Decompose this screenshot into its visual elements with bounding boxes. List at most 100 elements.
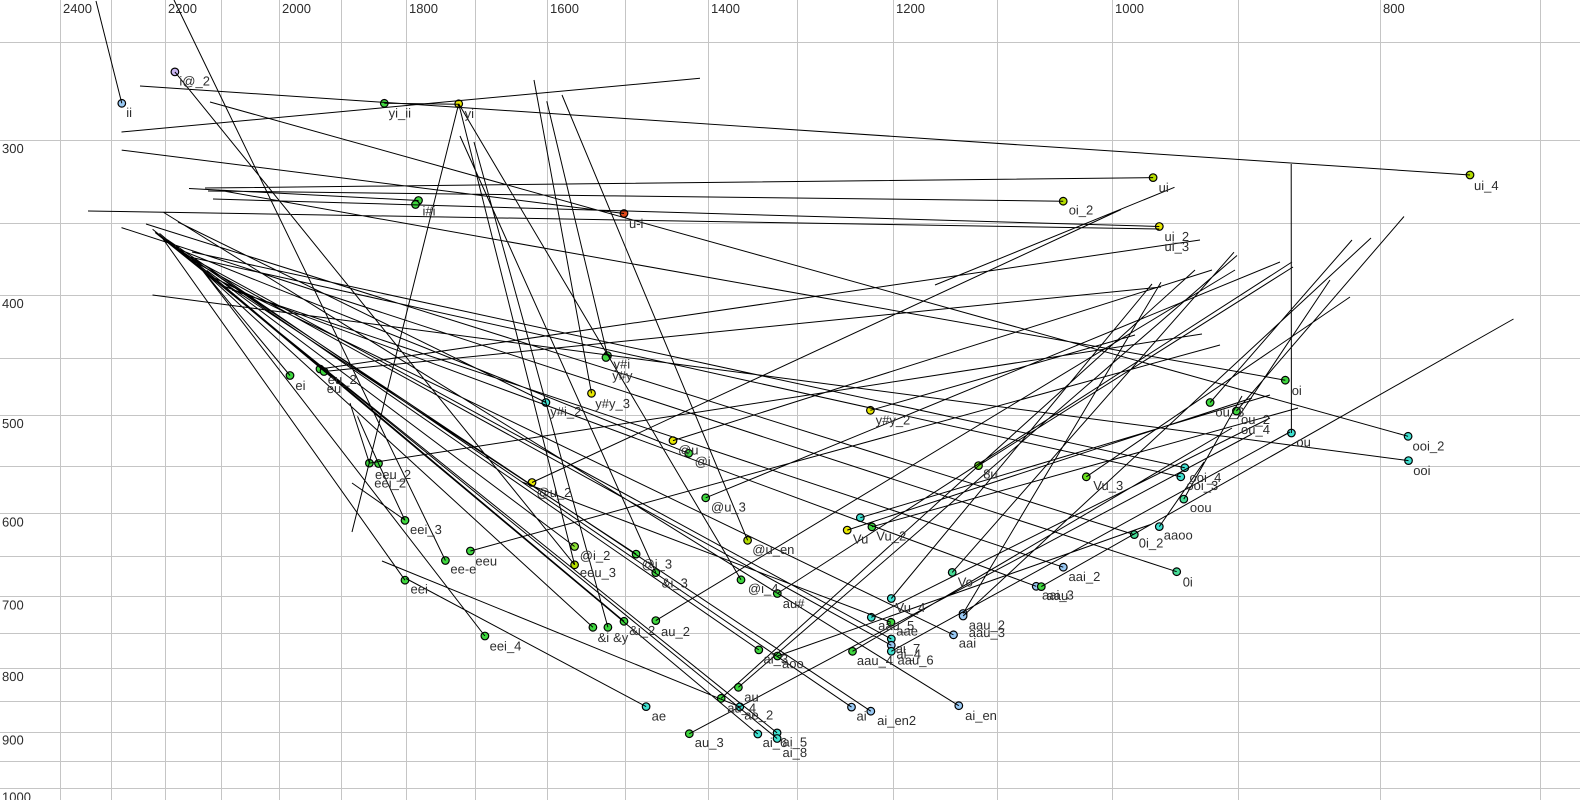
svg-text:ee-e: ee-e [450,561,476,576]
svg-text:2200: 2200 [168,1,197,16]
svg-text:yi: yi [465,106,475,121]
svg-text:eei_4: eei_4 [490,638,522,653]
svg-text:au: au [744,690,758,705]
svg-text:y#i_2: y#i_2 [550,404,581,419]
svg-text:&i_3: &i_3 [662,575,688,590]
svg-text:aau: aau [1047,588,1069,603]
svg-text:@i_3: @i_3 [642,556,673,571]
svg-text:aau_2: aau_2 [969,617,1005,632]
svg-text:900: 900 [2,733,24,748]
svg-text:ou_3: ou_3 [1215,405,1244,420]
svg-text:800: 800 [2,669,24,684]
svg-text:8u: 8u [983,467,997,482]
svg-text:0i: 0i [1183,574,1193,589]
svg-text:aau_4: aau_4 [857,653,893,668]
svg-text:ai_7: ai_7 [896,641,921,656]
svg-text:Vu_2: Vu_2 [876,529,906,544]
svg-text:ou: ou [1296,434,1310,449]
svg-text:500: 500 [2,416,24,431]
svg-text:1000: 1000 [2,789,31,800]
svg-text:2400: 2400 [63,1,92,16]
svg-text:eu_2: eu_2 [328,372,357,387]
svg-text:oou: oou [1190,500,1212,515]
svg-text:u-i: u-i [629,216,644,231]
svg-text:y#i: y#i [614,357,631,372]
svg-text:i#i: i#i [423,204,436,219]
svg-text:au_4: au_4 [727,701,756,716]
svg-text:800: 800 [1383,1,1405,16]
svg-text:@i: @i [695,454,711,469]
svg-text:ui_2: ui_2 [1165,229,1190,244]
svg-text:2000: 2000 [282,1,311,16]
svg-text:@i_4: @i_4 [748,581,779,596]
svg-text:y#y_3: y#y_3 [595,396,630,411]
svg-text:ooi_3: ooi_3 [1186,478,1218,493]
svg-text:au_2: au_2 [661,624,690,639]
svg-text:0i_2: 0i_2 [1139,535,1164,550]
svg-text:oi_2: oi_2 [1069,203,1094,218]
svg-text:au#: au# [783,596,805,611]
svg-text:300: 300 [2,141,24,156]
svg-text:1000: 1000 [1115,1,1144,16]
svg-text:ui_4: ui_4 [1474,178,1499,193]
svg-text:ou_2: ou_2 [1241,412,1270,427]
svg-text:ai_8: ai_8 [783,745,808,760]
svg-text:y#y: y#y [612,368,633,383]
svg-text:ai_5: ai_5 [783,734,808,749]
svg-text:ai: ai [857,709,867,724]
svg-text:ae: ae [652,709,666,724]
svg-text:Vu: Vu [853,532,868,547]
svg-text:400: 400 [2,296,24,311]
svg-text:ui_3: ui_3 [1165,239,1190,254]
svg-text:@u_en: @u_en [752,542,794,557]
svg-text:ooi_2: ooi_2 [1413,439,1445,454]
svg-text:&y: &y [613,630,629,645]
svg-text:aai_2: aai_2 [1069,569,1101,584]
svg-text:1600: 1600 [550,1,579,16]
svg-text:aau_3: aau_3 [969,625,1005,640]
svg-text:ai_en: ai_en [965,708,997,723]
svg-text:eeu_3: eeu_3 [580,565,616,580]
svg-text:ui: ui [1159,180,1169,195]
svg-text:Vu_4: Vu_4 [896,600,926,615]
svg-text:Vo: Vo [958,575,973,590]
svg-text:aai_3: aai_3 [1042,588,1074,603]
svg-text:oi: oi [1292,383,1302,398]
svg-text:ooi: ooi [1413,463,1430,478]
svg-text:eeu_2: eeu_2 [375,467,411,482]
svg-text:aai: aai [959,636,976,651]
svg-text:&i: &i [598,630,610,645]
svg-text:aau_5: aau_5 [878,618,914,633]
svg-text:eei_2: eei_2 [374,475,406,490]
svg-text:700: 700 [2,597,24,612]
svg-text:yi_ii: yi_ii [389,106,412,121]
svg-text:@u_3: @u_3 [711,500,746,515]
svg-text:ai_en2: ai_en2 [877,713,916,728]
svg-text:eeu: eeu [475,554,497,569]
svg-text:ai_6: ai_6 [763,735,788,750]
svg-text:Vu_3: Vu_3 [1093,478,1123,493]
svg-text:au_3: au_3 [695,735,724,750]
svg-text:@u: @u [678,443,698,458]
svg-text:ae_2: ae_2 [744,707,773,722]
svg-text:eu: eu [327,381,341,396]
svg-text:1200: 1200 [896,1,925,16]
svg-text:i@_2: i@_2 [179,73,210,88]
svg-text:aaoo: aaoo [1164,528,1193,543]
svg-text:ooi_4: ooi_4 [1190,470,1222,485]
svg-text:aoo: aoo [782,656,804,671]
svg-text:eei: eei [411,581,428,596]
svg-text:ai_4: ai_4 [896,646,921,661]
svg-text:&i_2: &i_2 [629,623,655,638]
svg-text:1400: 1400 [711,1,740,16]
svg-text:ai_3: ai_3 [764,652,789,667]
svg-text:ii: ii [126,105,132,120]
svg-text:ou_4: ou_4 [1241,422,1270,437]
svg-text:ei: ei [295,378,305,393]
svg-text:@i_2: @i_2 [580,548,611,563]
svg-text:y#y_2: y#y_2 [876,412,911,427]
svg-text:eei_3: eei_3 [410,522,442,537]
svg-text:@u_2: @u_2 [537,485,572,500]
svg-text:aae: aae [896,624,918,639]
svg-text:aau_6: aau_6 [898,653,934,668]
